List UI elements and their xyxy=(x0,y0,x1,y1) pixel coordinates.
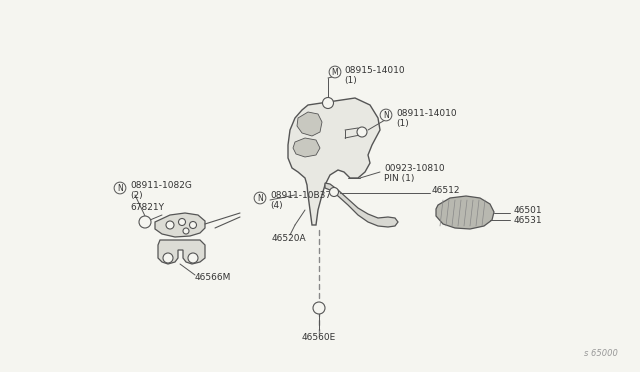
Polygon shape xyxy=(325,183,398,227)
Circle shape xyxy=(323,97,333,109)
Text: 46512: 46512 xyxy=(432,186,461,195)
Text: (4): (4) xyxy=(270,201,283,209)
Text: 46520A: 46520A xyxy=(272,234,307,243)
Text: 08911-1082G: 08911-1082G xyxy=(130,180,192,189)
Circle shape xyxy=(189,221,196,228)
Circle shape xyxy=(179,218,186,225)
Text: (1): (1) xyxy=(396,119,409,128)
Polygon shape xyxy=(297,112,322,136)
Polygon shape xyxy=(288,98,380,225)
Circle shape xyxy=(313,302,325,314)
Circle shape xyxy=(183,228,189,234)
Text: 46566M: 46566M xyxy=(195,273,232,282)
Circle shape xyxy=(330,187,339,196)
Text: N: N xyxy=(383,110,389,119)
Circle shape xyxy=(166,221,174,229)
Polygon shape xyxy=(155,213,205,237)
Circle shape xyxy=(188,253,198,263)
Text: (2): (2) xyxy=(130,190,143,199)
Text: 08911-10B37: 08911-10B37 xyxy=(270,190,331,199)
Text: N: N xyxy=(117,183,123,192)
Text: 46560E: 46560E xyxy=(302,334,336,343)
Text: PIN (1): PIN (1) xyxy=(384,173,414,183)
Text: 08915-14010: 08915-14010 xyxy=(344,65,404,74)
Polygon shape xyxy=(436,196,494,229)
Polygon shape xyxy=(293,138,320,157)
Text: M: M xyxy=(332,67,339,77)
Text: N: N xyxy=(257,193,263,202)
Text: s 65000: s 65000 xyxy=(584,349,618,358)
Circle shape xyxy=(163,253,173,263)
Text: (1): (1) xyxy=(344,76,356,84)
Text: 08911-14010: 08911-14010 xyxy=(396,109,456,118)
Circle shape xyxy=(139,216,151,228)
Text: 46501: 46501 xyxy=(514,205,543,215)
Polygon shape xyxy=(158,240,205,264)
Circle shape xyxy=(357,127,367,137)
Text: 46531: 46531 xyxy=(514,215,543,224)
Text: 67821Y: 67821Y xyxy=(130,202,164,212)
Text: 00923-10810: 00923-10810 xyxy=(384,164,445,173)
